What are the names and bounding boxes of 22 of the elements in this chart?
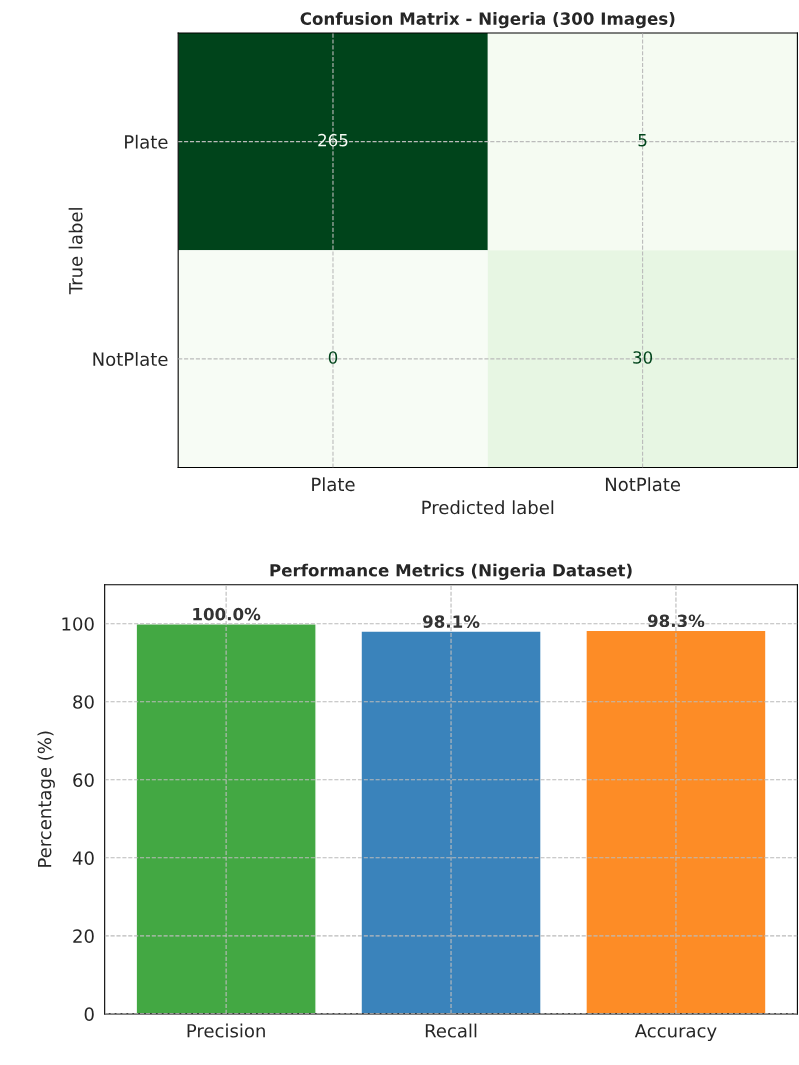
data-label: 265 — [318, 133, 348, 147]
data-label: 5 — [638, 134, 647, 147]
data-label: 30 — [633, 351, 653, 364]
y-tick-label: 20 — [73, 929, 94, 943]
x-tick-label: Accuracy — [634, 1024, 717, 1042]
data-label: 0 — [328, 351, 338, 364]
x-tick-label: Precision — [187, 1023, 265, 1038]
x-axis-title: Predicted label — [422, 500, 554, 515]
y-axis-title: True label — [68, 208, 83, 295]
y-tick-label: NotPlate — [93, 352, 168, 367]
chart-title: Performance Metrics (Nigeria Dataset) — [270, 563, 632, 580]
x-tick-label: Recall — [425, 1023, 477, 1038]
y-tick-label: 100 — [62, 617, 94, 631]
y-tick-label: 60 — [73, 773, 94, 787]
data-label: 100.0% — [193, 607, 261, 621]
y-tick-label: 0 — [84, 1007, 94, 1021]
y-axis-title: Percentage (%) — [37, 731, 55, 867]
chart-title: Confusion Matrix - Nigeria (300 Images) — [300, 12, 675, 29]
y-tick-label: 40 — [72, 851, 94, 865]
data-label: 98.1% — [422, 615, 480, 628]
data-label: 98.3% — [647, 614, 705, 628]
y-tick-label: 80 — [73, 695, 94, 709]
